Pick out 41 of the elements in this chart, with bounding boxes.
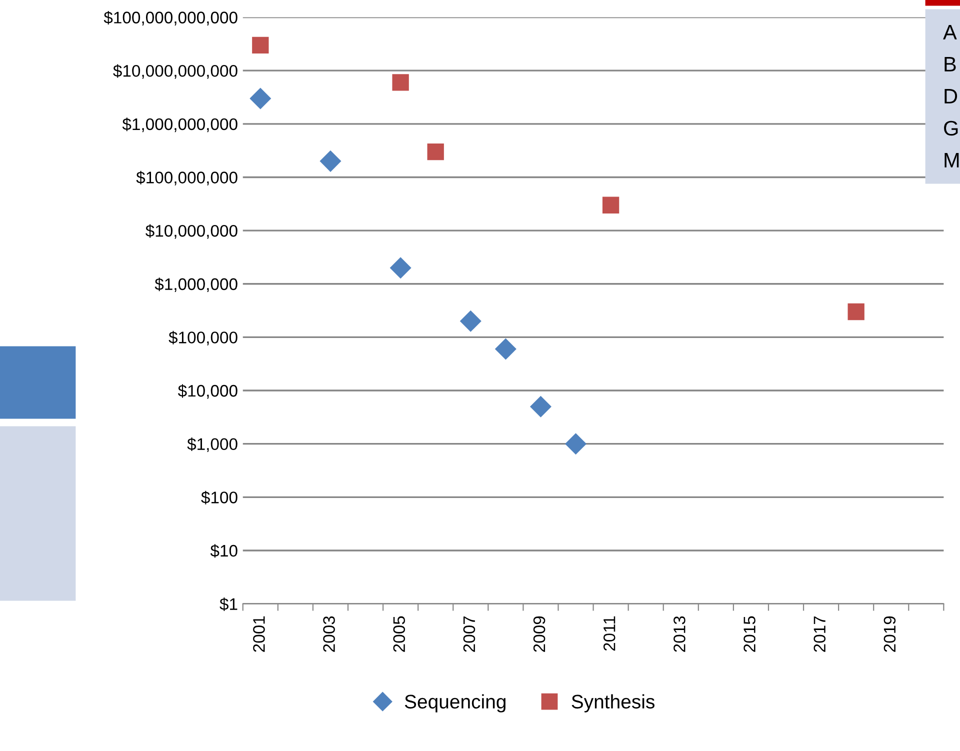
x-tick-label: 2011 [603, 616, 616, 651]
text: M [944, 153, 959, 168]
text: G [944, 120, 958, 136]
annotation: A [943, 25, 957, 40]
point [390, 257, 412, 279]
point [392, 74, 409, 91]
legend-label: Synthesis [572, 694, 654, 712]
y-tick-label: $100,000 [168, 330, 238, 346]
x-tick-label: 2017 [814, 616, 826, 652]
point [494, 338, 516, 360]
point [530, 396, 552, 418]
point [848, 303, 864, 320]
point [602, 196, 620, 214]
point [252, 36, 269, 54]
point [460, 310, 482, 332]
point [320, 150, 342, 172]
y-tick-label: $100,000,000 [136, 170, 238, 186]
x-tick-label: 2013 [674, 616, 686, 652]
x-tick-label: 2007 [463, 616, 476, 652]
x-tick-label: 2009 [533, 616, 546, 652]
y-tick-label: $10 [210, 544, 238, 558]
point [250, 88, 272, 110]
point [427, 143, 444, 160]
y-tick-label: $1,000 [187, 438, 238, 452]
point [565, 433, 587, 455]
x-tick-label: 2015 [744, 616, 756, 652]
y-tick-label: $10,000 [178, 384, 238, 399]
y-tick-label: $10,000,000,000 [113, 64, 238, 79]
y-tick-label: $100 [201, 490, 238, 504]
y-tick-label: $10,000,000 [146, 224, 238, 239]
x-tick-label: 2005 [393, 616, 406, 652]
text: D [944, 89, 958, 104]
y-tick-label: $1,000,000,000 [122, 118, 238, 132]
x-tick-label: 2001 [253, 616, 265, 652]
x-tick-label: 2003 [323, 616, 335, 652]
x-tick-label: 2019 [884, 616, 896, 652]
y-tick-label: $100,000,000,000 [104, 10, 238, 26]
y-tick-label: $1,000,000 [154, 278, 238, 292]
text: B [944, 57, 956, 72]
y-tick-label: $1 [220, 598, 238, 611]
legend-label: Sequencing [404, 694, 506, 712]
